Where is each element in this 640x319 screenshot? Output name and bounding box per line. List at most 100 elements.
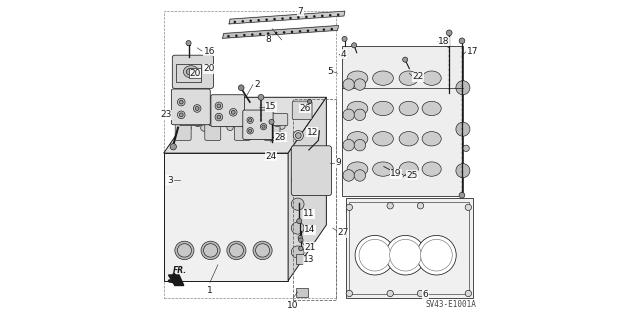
Polygon shape [168, 275, 184, 286]
Circle shape [241, 20, 244, 23]
Circle shape [201, 125, 207, 131]
Polygon shape [223, 26, 339, 38]
Circle shape [297, 219, 302, 224]
Circle shape [297, 16, 300, 19]
Text: 2: 2 [255, 80, 260, 89]
Circle shape [456, 81, 470, 95]
Circle shape [296, 133, 301, 138]
Text: 20: 20 [189, 69, 200, 78]
Circle shape [215, 102, 223, 110]
Circle shape [307, 99, 312, 104]
Circle shape [299, 30, 301, 33]
Circle shape [417, 203, 424, 209]
Circle shape [275, 32, 277, 34]
Circle shape [247, 128, 253, 134]
Circle shape [194, 118, 202, 127]
Ellipse shape [422, 162, 441, 176]
Text: 18: 18 [438, 37, 449, 46]
Circle shape [417, 290, 424, 297]
Circle shape [253, 123, 259, 130]
Circle shape [266, 19, 268, 21]
Circle shape [283, 31, 285, 34]
Ellipse shape [227, 241, 246, 260]
Circle shape [343, 109, 355, 121]
Circle shape [465, 290, 472, 297]
FancyBboxPatch shape [238, 114, 259, 126]
Text: 5: 5 [327, 67, 333, 76]
Ellipse shape [177, 244, 191, 257]
Text: 3: 3 [167, 176, 173, 185]
Circle shape [250, 19, 252, 22]
Circle shape [235, 34, 237, 37]
Text: 16: 16 [204, 47, 215, 56]
Ellipse shape [399, 71, 419, 85]
Circle shape [456, 164, 470, 178]
Circle shape [281, 17, 284, 20]
Text: 8: 8 [266, 35, 271, 44]
Ellipse shape [372, 162, 394, 176]
Text: 4: 4 [340, 50, 346, 59]
Ellipse shape [291, 174, 304, 186]
Circle shape [351, 43, 356, 48]
Ellipse shape [347, 101, 368, 116]
Circle shape [346, 204, 353, 211]
Circle shape [456, 122, 470, 136]
Circle shape [359, 239, 390, 271]
Circle shape [417, 235, 456, 275]
Circle shape [179, 113, 183, 117]
Circle shape [243, 34, 246, 36]
Circle shape [186, 41, 191, 46]
Circle shape [313, 15, 316, 18]
Circle shape [289, 17, 292, 19]
Bar [293, 99, 336, 300]
Ellipse shape [291, 198, 304, 210]
FancyBboxPatch shape [180, 114, 200, 126]
Circle shape [343, 170, 355, 181]
Text: 21: 21 [305, 243, 316, 252]
Circle shape [337, 13, 339, 16]
Ellipse shape [255, 244, 269, 257]
Circle shape [248, 119, 252, 122]
Circle shape [259, 33, 262, 35]
Circle shape [179, 100, 183, 104]
Circle shape [273, 118, 282, 127]
Circle shape [234, 21, 236, 23]
Bar [164, 11, 336, 298]
Circle shape [247, 117, 253, 123]
FancyBboxPatch shape [172, 89, 211, 125]
Circle shape [237, 123, 243, 130]
Text: 23: 23 [160, 110, 172, 119]
Circle shape [170, 144, 177, 150]
Circle shape [305, 16, 308, 18]
Circle shape [354, 109, 365, 121]
Circle shape [260, 123, 267, 130]
Ellipse shape [175, 241, 194, 260]
Circle shape [390, 239, 421, 271]
Text: 28: 28 [275, 133, 286, 142]
Circle shape [387, 203, 394, 209]
Bar [296, 288, 308, 297]
Circle shape [343, 139, 355, 151]
Ellipse shape [422, 131, 441, 146]
Ellipse shape [399, 101, 419, 116]
Ellipse shape [399, 131, 419, 146]
Circle shape [446, 30, 452, 36]
Text: 15: 15 [265, 102, 276, 111]
Text: 19: 19 [390, 169, 402, 178]
Text: 12: 12 [307, 128, 318, 137]
Circle shape [217, 104, 221, 108]
Circle shape [321, 15, 324, 17]
Circle shape [315, 29, 317, 32]
Circle shape [386, 235, 425, 275]
Text: 22: 22 [413, 72, 424, 81]
Circle shape [354, 79, 365, 90]
Circle shape [220, 118, 228, 127]
Text: FR.: FR. [173, 266, 188, 275]
Circle shape [257, 19, 260, 22]
Circle shape [273, 18, 276, 20]
Ellipse shape [372, 71, 394, 85]
FancyBboxPatch shape [234, 120, 250, 140]
Circle shape [459, 38, 465, 44]
Bar [349, 202, 469, 294]
Circle shape [459, 192, 465, 198]
